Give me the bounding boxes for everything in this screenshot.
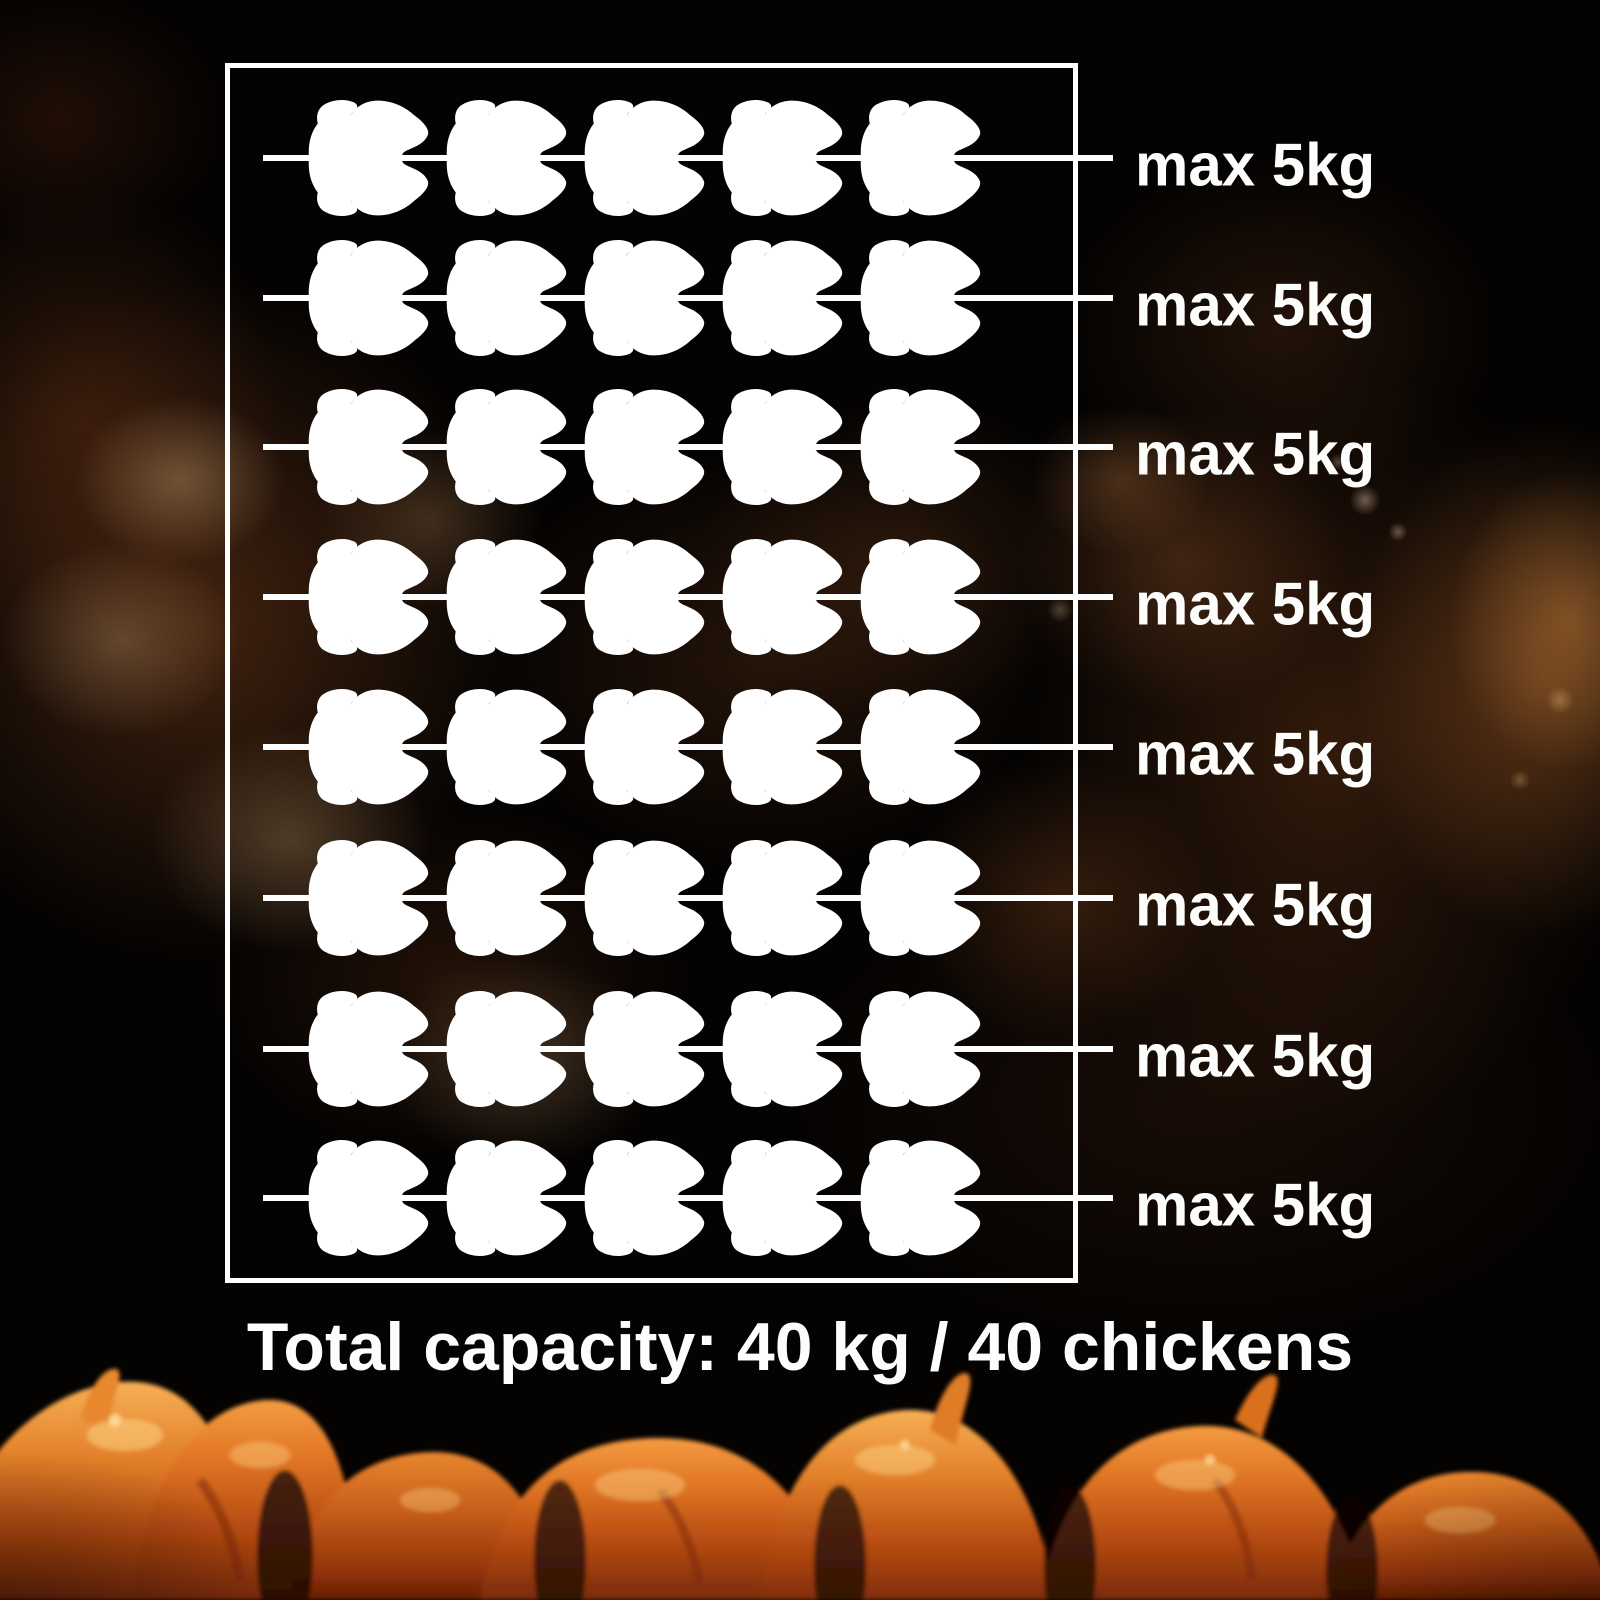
chicken-icon (855, 387, 985, 507)
skewer-line (263, 594, 1113, 600)
chicken-icon (717, 989, 847, 1109)
chicken-icon (579, 537, 709, 657)
chicken-icon (441, 838, 571, 958)
chicken-icon (441, 98, 571, 218)
chicken-icon (303, 537, 433, 657)
chicken-icon (303, 1138, 433, 1258)
chicken-icon (855, 238, 985, 358)
chicken-icon (717, 838, 847, 958)
chicken-icon (855, 1138, 985, 1258)
skewer-line (263, 155, 1113, 161)
max-weight-label: max 5kg (1135, 871, 1376, 939)
max-weight-label: max 5kg (1135, 1022, 1376, 1090)
chicken-icon (579, 387, 709, 507)
max-weight-label: max 5kg (1135, 570, 1376, 638)
chicken-icon (579, 838, 709, 958)
max-weight-label: max 5kg (1135, 271, 1376, 339)
chicken-icon (855, 687, 985, 807)
chicken-icon (441, 238, 571, 358)
skewer-line (263, 295, 1113, 301)
chicken-icon (717, 238, 847, 358)
roasted-chickens-photo-strip (0, 1368, 1600, 1600)
chicken-icon (717, 98, 847, 218)
chicken-icon (579, 687, 709, 807)
chicken-icon (579, 989, 709, 1109)
max-weight-label: max 5kg (1135, 1171, 1376, 1239)
chicken-icon (717, 1138, 847, 1258)
chicken-icon (303, 838, 433, 958)
chicken-icon (855, 98, 985, 218)
skewer-line (263, 444, 1113, 450)
chicken-icon (303, 989, 433, 1109)
chicken-icon (579, 238, 709, 358)
chicken-icon (441, 537, 571, 657)
chicken-icon (303, 98, 433, 218)
max-weight-label: max 5kg (1135, 720, 1376, 788)
chicken-icon (579, 1138, 709, 1258)
skewer-line (263, 1046, 1113, 1052)
skewer-line (263, 744, 1113, 750)
chicken-icon (303, 687, 433, 807)
chicken-icon (441, 1138, 571, 1258)
chicken-icon (303, 387, 433, 507)
chicken-icon (855, 838, 985, 958)
chicken-icon (717, 387, 847, 507)
total-capacity-label: Total capacity: 40 kg / 40 chickens (246, 1309, 1354, 1385)
capacity-frame (225, 63, 1078, 1283)
chicken-icon (441, 989, 571, 1109)
max-weight-label: max 5kg (1135, 420, 1376, 488)
chicken-icon (303, 238, 433, 358)
chicken-icon (717, 687, 847, 807)
chicken-icon (579, 98, 709, 218)
chicken-icon (717, 537, 847, 657)
chicken-icon (855, 537, 985, 657)
chicken-icon (441, 387, 571, 507)
chicken-icon (855, 989, 985, 1109)
max-weight-label: max 5kg (1135, 131, 1376, 199)
chicken-icon (441, 687, 571, 807)
skewer-line (263, 895, 1113, 901)
skewer-line (263, 1195, 1113, 1201)
